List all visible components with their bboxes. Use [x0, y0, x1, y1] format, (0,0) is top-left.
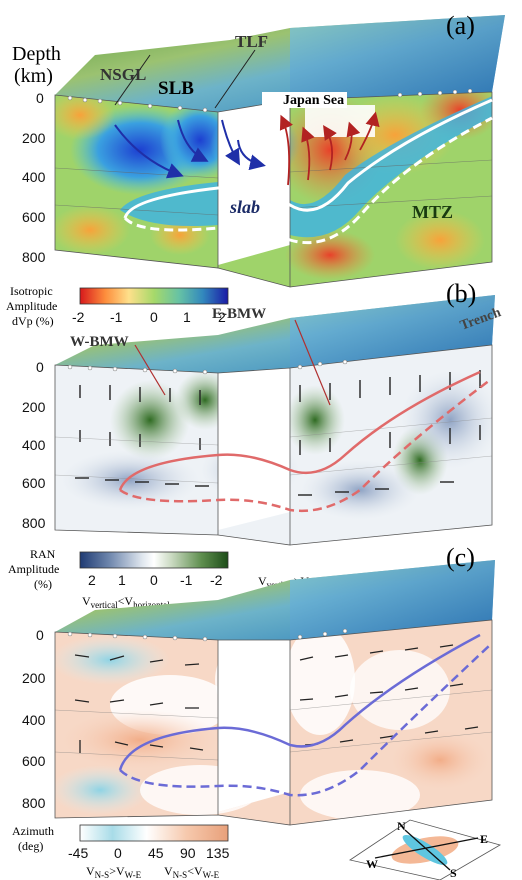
svg-text:Isotropic: Isotropic — [10, 284, 53, 298]
svg-text:Amplitude: Amplitude — [8, 562, 59, 576]
label-tlf: TLF — [235, 32, 268, 51]
svg-text:(%): (%) — [34, 577, 52, 591]
panel-a-flow-arrows — [114, 119, 266, 179]
depth-title-line2: (km) — [14, 65, 53, 87]
svg-text:Amplitude: Amplitude — [6, 299, 57, 313]
panel-a-depth-ticks: 0 200 400 600 800 — [22, 90, 46, 265]
panel-b-label: (b) — [446, 279, 476, 308]
panel-a: (a) Depth (km) NSGL TLF SLB Japan Sea sl… — [6, 11, 505, 328]
label-japan-sea: Japan Sea — [283, 93, 344, 108]
svg-text:-2: -2 — [210, 572, 223, 588]
panel-b-slab-outline — [118, 370, 481, 491]
svg-text:-1: -1 — [180, 572, 193, 588]
svg-text:0: 0 — [150, 572, 158, 588]
compass-s: S — [450, 866, 457, 880]
svg-text:90: 90 — [180, 845, 196, 861]
panel-a-label: (a) — [446, 11, 475, 40]
svg-text:0: 0 — [114, 845, 122, 861]
svg-text:400: 400 — [22, 169, 46, 185]
panel-a-stations — [67, 88, 473, 113]
svg-text:400: 400 — [22, 437, 46, 453]
svg-text:0: 0 — [36, 359, 44, 375]
panel-b-section — [55, 345, 492, 545]
svg-text:0: 0 — [150, 309, 158, 325]
svg-text:800: 800 — [22, 515, 46, 531]
svg-text:400: 400 — [22, 712, 46, 728]
depth-title-line1: Depth — [12, 43, 61, 65]
svg-text:-1: -1 — [110, 309, 123, 325]
svg-text:dVp (%): dVp (%) — [12, 314, 54, 328]
svg-text:200: 200 — [22, 670, 46, 686]
svg-text:-2: -2 — [72, 309, 85, 325]
panel-a-slab-outline — [123, 98, 493, 219]
label-slab: slab — [229, 197, 260, 217]
svg-text:0: 0 — [36, 627, 44, 643]
svg-text:1: 1 — [118, 572, 126, 588]
svg-text:2: 2 — [218, 309, 226, 325]
panel-c-depth-ticks: 0 200 400 600 800 — [22, 627, 46, 811]
svg-text:(deg): (deg) — [18, 839, 43, 853]
panel-b: (b) W-BMW E-BMW Trench 0 200 400 600 800… — [8, 279, 503, 610]
svg-text:800: 800 — [22, 249, 46, 265]
panel-a-section — [55, 92, 492, 287]
svg-text:45: 45 — [148, 845, 164, 861]
panel-a-upwelling-arrows — [279, 111, 380, 186]
panel-c-label: (c) — [446, 543, 475, 572]
svg-text:135: 135 — [206, 845, 230, 861]
svg-text:2: 2 — [88, 572, 96, 588]
label-e-bmw: E-BMW — [212, 306, 266, 322]
colorbar-a: Isotropic Amplitude dVp (%) -2 -1 0 1 2 — [6, 284, 229, 328]
svg-text:1: 1 — [183, 309, 191, 325]
compass-n: N — [397, 819, 406, 833]
svg-text:Vvertical<Vhorizontal: Vvertical<Vhorizontal — [82, 594, 170, 610]
compass-w: W — [366, 857, 378, 871]
svg-text:0: 0 — [36, 90, 44, 106]
svg-text:RAN: RAN — [30, 547, 56, 561]
label-mtz: MTZ — [412, 202, 453, 222]
svg-text:200: 200 — [22, 399, 46, 415]
colorbar-c: Azimuth (deg) -45 0 45 90 135 VN-S>VW-E … — [12, 824, 230, 880]
label-nsgl: NSGL — [100, 65, 146, 84]
compass-e: E — [480, 832, 488, 846]
svg-text:VN-S>VW-E: VN-S>VW-E — [86, 864, 142, 880]
svg-text:600: 600 — [22, 475, 46, 491]
panel-b-depth-ticks: 0 200 400 600 800 — [22, 359, 46, 531]
label-w-bmw: W-BMW — [70, 334, 129, 350]
panel-c-stations — [67, 628, 348, 642]
svg-text:VN-S<VW-E: VN-S<VW-E — [164, 864, 220, 880]
svg-text:-45: -45 — [68, 845, 88, 861]
svg-text:800: 800 — [22, 795, 46, 811]
compass-rose: N E S W — [348, 819, 502, 880]
panel-b-stations — [67, 359, 348, 375]
svg-text:200: 200 — [22, 130, 46, 146]
svg-text:600: 600 — [22, 209, 46, 225]
svg-text:600: 600 — [22, 753, 46, 769]
panel-c-slab-outline — [118, 633, 481, 771]
label-slb: SLB — [158, 78, 194, 99]
svg-text:Azimuth: Azimuth — [12, 824, 54, 838]
